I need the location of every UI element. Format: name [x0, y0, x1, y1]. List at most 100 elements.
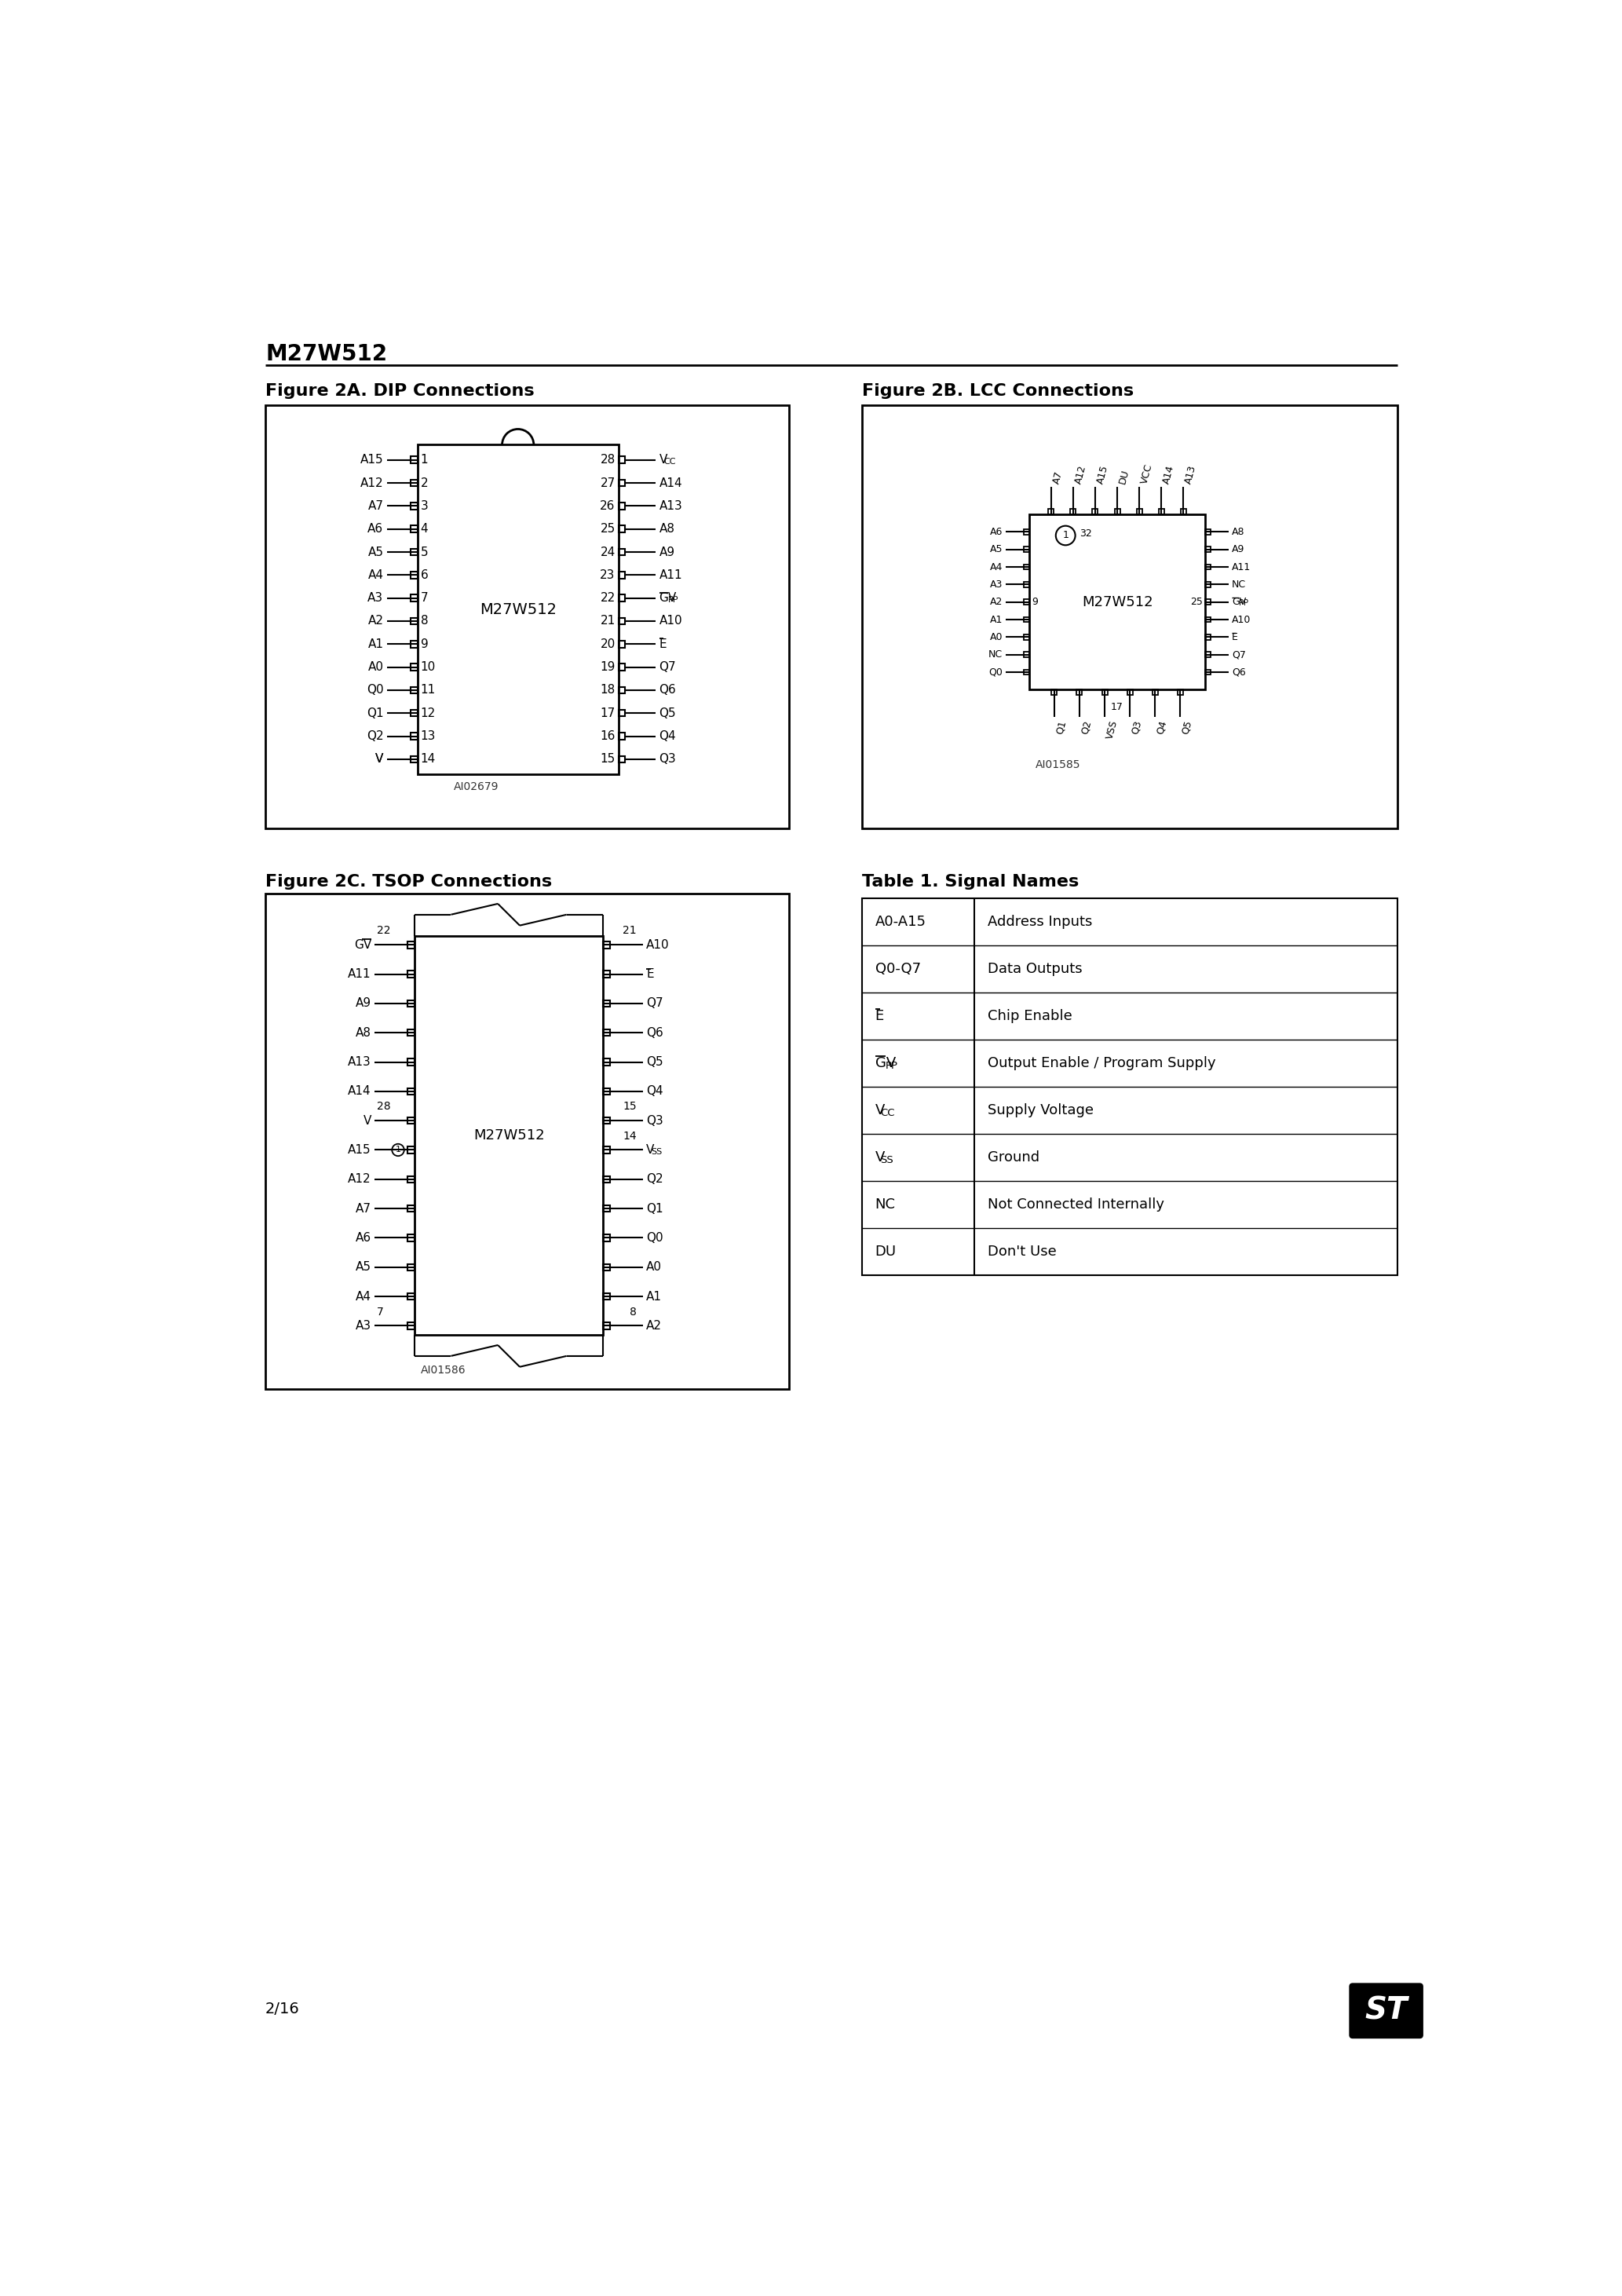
Bar — [407, 1293, 415, 1300]
Text: AI01586: AI01586 — [420, 1366, 466, 1375]
Text: Chip Enable: Chip Enable — [988, 1010, 1072, 1024]
Text: Q2: Q2 — [367, 730, 383, 742]
Bar — [1205, 528, 1212, 535]
Text: Q1: Q1 — [1054, 719, 1067, 735]
Bar — [603, 1118, 610, 1125]
Text: A13: A13 — [349, 1056, 371, 1068]
Bar — [407, 1322, 415, 1329]
Text: VSS: VSS — [1105, 719, 1119, 742]
Text: A15: A15 — [349, 1143, 371, 1155]
Circle shape — [1056, 526, 1075, 544]
Text: 25: 25 — [1191, 597, 1204, 606]
Bar — [410, 549, 417, 556]
Text: Supply Voltage: Supply Voltage — [988, 1104, 1093, 1118]
Text: Q4: Q4 — [1155, 719, 1168, 735]
Bar — [1127, 689, 1132, 696]
Text: 14: 14 — [420, 753, 436, 765]
Text: Not Connected Internally: Not Connected Internally — [988, 1199, 1165, 1212]
Bar — [410, 595, 417, 602]
Text: Q6: Q6 — [1231, 668, 1246, 677]
Bar — [407, 941, 415, 948]
Text: 1: 1 — [396, 1146, 401, 1155]
Text: CC: CC — [881, 1109, 895, 1118]
Text: 26: 26 — [600, 501, 615, 512]
Text: 10: 10 — [420, 661, 436, 673]
Text: AI01585: AI01585 — [1035, 760, 1080, 769]
Text: 22: 22 — [376, 925, 391, 937]
Bar — [603, 1176, 610, 1182]
Bar — [1178, 689, 1182, 696]
Text: 2: 2 — [420, 478, 428, 489]
Text: A2: A2 — [646, 1320, 662, 1332]
Bar — [603, 1029, 610, 1035]
Text: V: V — [876, 1150, 884, 1164]
Bar — [1205, 652, 1212, 657]
Text: M27W512: M27W512 — [1082, 595, 1153, 608]
Bar — [410, 480, 417, 487]
Text: 9: 9 — [1032, 597, 1038, 606]
Text: A12: A12 — [349, 1173, 371, 1185]
Text: V: V — [646, 1143, 654, 1155]
Text: A15: A15 — [1095, 464, 1109, 484]
Bar — [603, 1001, 610, 1006]
Text: GV: GV — [354, 939, 371, 951]
Text: 1: 1 — [1062, 530, 1069, 540]
Bar — [1205, 634, 1212, 641]
Bar — [1158, 510, 1165, 514]
Text: Q7: Q7 — [659, 661, 676, 673]
Text: 1: 1 — [420, 455, 428, 466]
Text: A12: A12 — [360, 478, 383, 489]
Bar — [410, 618, 417, 625]
Text: A0: A0 — [368, 661, 383, 673]
Text: Figure 2A. DIP Connections: Figure 2A. DIP Connections — [266, 383, 534, 400]
Text: Q1: Q1 — [367, 707, 383, 719]
Text: 5: 5 — [420, 546, 428, 558]
Text: A11: A11 — [349, 969, 371, 980]
Bar — [1101, 689, 1108, 696]
Bar — [603, 941, 610, 948]
Text: 13: 13 — [420, 730, 436, 742]
Bar — [618, 641, 624, 647]
Text: E: E — [646, 969, 654, 980]
Bar — [1093, 510, 1098, 514]
Bar — [1023, 581, 1028, 588]
Text: 28: 28 — [600, 455, 615, 466]
Text: A11: A11 — [659, 569, 683, 581]
Text: V: V — [363, 1116, 371, 1127]
Bar — [410, 572, 417, 579]
Bar — [410, 709, 417, 716]
Bar — [1137, 510, 1142, 514]
Bar — [407, 1205, 415, 1212]
Text: E: E — [1231, 631, 1238, 643]
Text: A5: A5 — [989, 544, 1002, 556]
Bar — [618, 503, 624, 510]
Text: 4: 4 — [420, 523, 428, 535]
Text: A13: A13 — [659, 501, 683, 512]
Bar — [407, 1146, 415, 1153]
Bar — [1205, 618, 1212, 622]
Text: VCC: VCC — [1139, 461, 1155, 484]
Text: 21: 21 — [623, 925, 636, 937]
Text: A5: A5 — [368, 546, 383, 558]
Text: E: E — [876, 1010, 884, 1024]
Text: 18: 18 — [600, 684, 615, 696]
Text: Q0: Q0 — [367, 684, 383, 696]
Bar — [415, 937, 603, 1334]
Text: 28: 28 — [376, 1102, 391, 1111]
Text: Q7: Q7 — [646, 996, 663, 1010]
Text: ST: ST — [1364, 1995, 1408, 2025]
Bar — [1152, 689, 1158, 696]
Bar — [603, 1088, 610, 1095]
Bar — [407, 1029, 415, 1035]
Text: 25: 25 — [600, 523, 615, 535]
Bar — [1205, 599, 1212, 604]
Text: 20: 20 — [600, 638, 615, 650]
Text: Q4: Q4 — [659, 730, 676, 742]
Text: 6: 6 — [420, 569, 428, 581]
Text: A7: A7 — [1051, 471, 1064, 484]
Text: A9: A9 — [1231, 544, 1244, 556]
Text: A3: A3 — [368, 592, 383, 604]
Text: GV: GV — [659, 592, 676, 604]
Text: Q2: Q2 — [1079, 719, 1093, 735]
Text: CC: CC — [663, 457, 676, 466]
